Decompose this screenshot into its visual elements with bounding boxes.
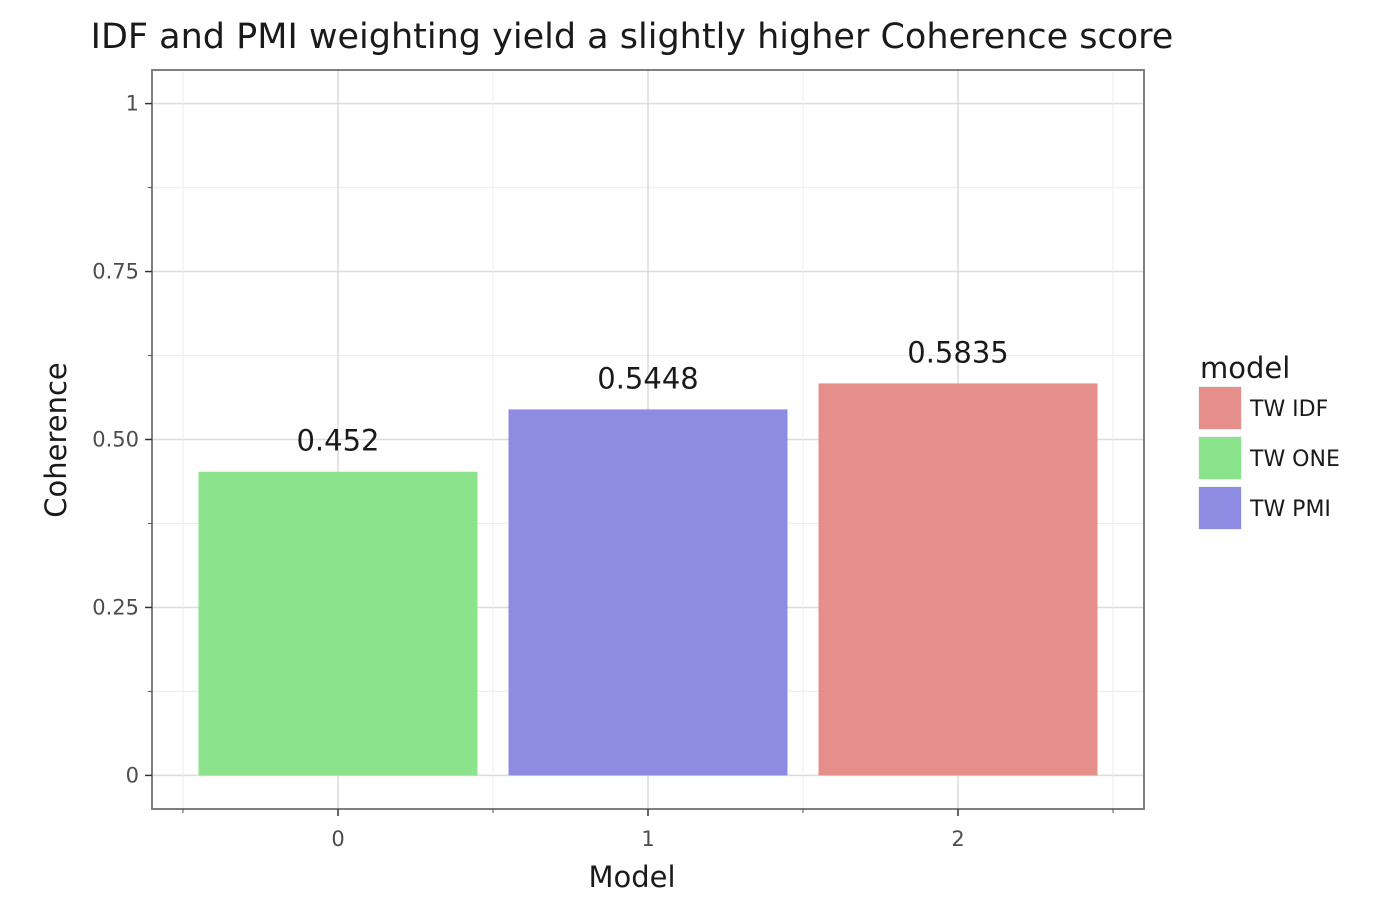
y-tick-label: 1 xyxy=(126,92,139,116)
y-tick-label: 0.75 xyxy=(92,260,139,284)
legend-key-tw-one xyxy=(1199,437,1241,479)
bar-1 xyxy=(508,409,788,776)
x-tick-label: 2 xyxy=(951,827,964,851)
x-axis-title: Model xyxy=(588,860,675,894)
data-labels: 0.452 0.5448 0.5835 xyxy=(296,335,1008,457)
data-label-0: 0.452 xyxy=(296,424,379,458)
data-label-2: 0.5835 xyxy=(907,335,1008,369)
y-axis: 0 0.25 0.50 0.75 1 xyxy=(92,92,152,787)
legend-label: TW IDF xyxy=(1249,397,1328,422)
y-axis-title: Coherence xyxy=(39,362,73,518)
legend: model TW IDF TW ONE TW PMI xyxy=(1198,351,1340,530)
x-axis: 0 1 2 xyxy=(182,809,1114,851)
y-tick-label: 0.25 xyxy=(92,595,139,619)
bars xyxy=(198,383,1098,776)
legend-title: model xyxy=(1200,351,1290,385)
y-tick-label: 0.50 xyxy=(92,428,139,452)
bar-0 xyxy=(198,471,478,776)
x-tick-label: 0 xyxy=(331,827,344,851)
x-tick-label: 1 xyxy=(641,827,654,851)
legend-label: TW PMI xyxy=(1249,497,1331,522)
y-tick-label: 0 xyxy=(126,763,139,787)
chart-title: IDF and PMI weighting yield a slightly h… xyxy=(91,17,1174,57)
data-label-1: 0.5448 xyxy=(597,361,698,395)
bar-2 xyxy=(818,383,1098,776)
legend-label: TW ONE xyxy=(1249,447,1340,472)
legend-key-tw-pmi xyxy=(1199,487,1241,529)
legend-key-tw-idf xyxy=(1199,387,1241,429)
